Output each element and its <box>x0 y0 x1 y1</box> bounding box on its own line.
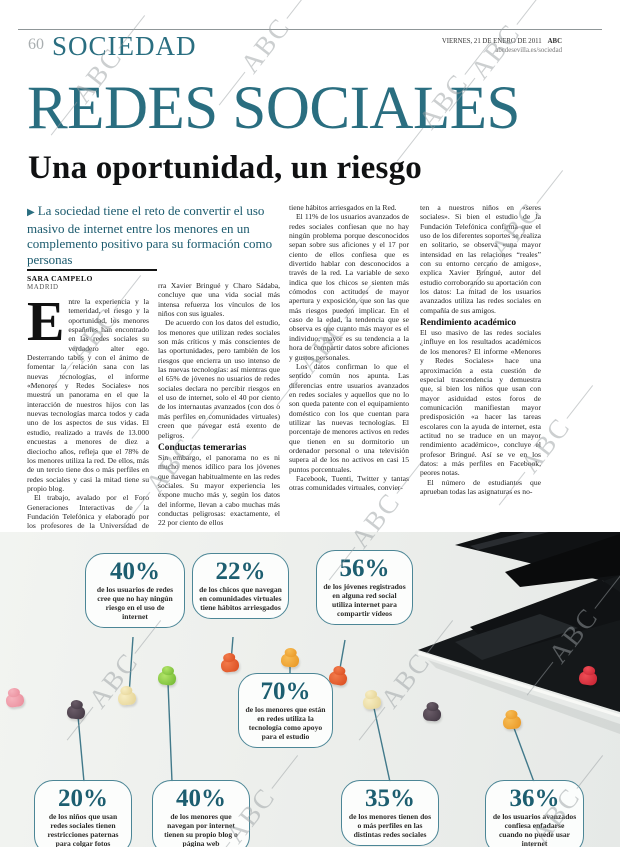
gummy-bear-green <box>157 670 177 687</box>
gummy-bear-dark <box>422 707 442 722</box>
stat-value: 40% <box>110 558 160 585</box>
stat-label: de los menores que navegan por internet … <box>164 812 238 847</box>
paragraph: tiene hábitos arriesgados en la Red. <box>289 203 397 212</box>
date-line: VIERNES, 21 DE ENERO DE 2011 ABC <box>441 38 562 45</box>
paragraph: El uso masivo de las redes sociales ¿inf… <box>420 328 541 478</box>
masthead-rule <box>18 29 602 30</box>
stat-label: de los menores que están en redes utiliz… <box>245 705 326 741</box>
stat-value: 70% <box>260 678 311 705</box>
gummy-bear-dark <box>66 705 86 720</box>
subhead: Conductas temerarias <box>158 442 247 453</box>
drop-cap: E <box>27 297 65 353</box>
site-url: abcdesevilla.es/sociedad <box>495 46 562 54</box>
paragraph: De acuerdo con los datos del estudio, lo… <box>158 318 280 440</box>
gummy-bear-orange <box>502 715 522 730</box>
stat-value: 40% <box>176 785 226 812</box>
stat-value: 22% <box>215 558 266 585</box>
paragraph: ten a nuestros niños en «seres sociales»… <box>420 203 541 315</box>
article-headline: Una oportunidad, un riesgo <box>28 150 422 186</box>
paragraph: El trabajo, avalado por el Foro Generaci… <box>27 493 149 530</box>
paragraph: El 11% de los usuarios avanzados de rede… <box>289 212 409 362</box>
byline: SARA CAMPELO MADRID <box>27 269 157 291</box>
body-column-4: ten a nuestros niños en «seres sociales»… <box>420 203 541 530</box>
stat-bubble-40-riesgo: 40% de los usuarios de redes cree que no… <box>85 553 185 628</box>
stat-bubble-70-estudio: 70% de los menores que están en redes ut… <box>238 673 333 748</box>
lead-paragraph: ▶ La sociedad tiene el reto de convertir … <box>27 203 273 267</box>
paragraph: Sin embargo, el panorama no es ni mucho … <box>158 452 280 528</box>
laptop-photo <box>77 532 620 783</box>
stat-label: de los chicos que navegan en comunidades… <box>199 585 282 612</box>
paragraph: El número de estudiantes que aprueban to… <box>420 477 541 496</box>
brand-label: ABC <box>547 38 562 45</box>
page-number: 60 <box>28 36 44 53</box>
paragraph: Facebook, Tuenti, Twitter y tantas otras… <box>289 473 409 493</box>
stat-label: de los usuarios de redes cree que no hay… <box>96 585 174 621</box>
body-column-2: rra Xavier Bringué y Charo Sádaba, concl… <box>158 281 280 530</box>
gummy-bear-red <box>578 670 598 687</box>
stat-bubble-56-videos: 56% de los jóvenes registrados en alguna… <box>316 550 413 625</box>
gummy-bear-cream <box>117 691 137 706</box>
stat-value: 20% <box>58 785 108 812</box>
paragraph: rra Xavier Bringué y Charo Sádaba, concl… <box>158 281 280 319</box>
kicker-title: REDES SOCIALES <box>27 75 520 142</box>
subhead: Rendimiento académico <box>420 318 517 329</box>
byline-author: SARA CAMPELO <box>27 274 93 283</box>
stat-bubble-22-habitos: 22% de los chicos que navegan en comunid… <box>192 553 289 619</box>
paragraph: ntre la experiencia y la temeridad, el r… <box>27 297 149 493</box>
masthead-date-block: VIERNES, 21 DE ENERO DE 2011 ABC abcdesev… <box>442 38 562 55</box>
stat-bubble-20-fotos: 20% de los niños que usan redes sociales… <box>34 780 132 847</box>
byline-city: MADRID <box>27 284 59 291</box>
stat-bubble-35-perfiles: 35% de los menores tienen dos o más perf… <box>341 780 439 846</box>
byline-rule <box>27 269 157 271</box>
stat-label: de los niños que usan redes sociales tie… <box>47 812 119 847</box>
stat-label: de los usuarios avanzados confiesa enfad… <box>492 812 577 847</box>
stat-value: 35% <box>365 785 415 812</box>
paragraph: Los datos confirman lo que el sentido co… <box>289 361 409 474</box>
section-title: SOCIEDAD <box>52 31 197 61</box>
lead-bullet-icon: ▶ <box>27 207 35 218</box>
stat-label: de los menores tienen dos o más perfiles… <box>348 812 432 839</box>
gummy-bear-orange <box>280 653 300 668</box>
stat-value: 56% <box>339 555 390 582</box>
stat-label: de los jóvenes registrados en alguna red… <box>323 582 406 618</box>
photo-infographic-area: 40% de los usuarios de redes cree que no… <box>0 532 620 847</box>
stat-value: 36% <box>509 785 560 812</box>
stat-bubble-36-enfado: 36% de los usuarios avanzados confiesa e… <box>485 780 584 847</box>
stat-bubble-40-blog: 40% de los menores que navegan por inter… <box>152 780 250 847</box>
body-column-3: tiene hábitos arriesgados en la Red. El … <box>289 203 409 530</box>
